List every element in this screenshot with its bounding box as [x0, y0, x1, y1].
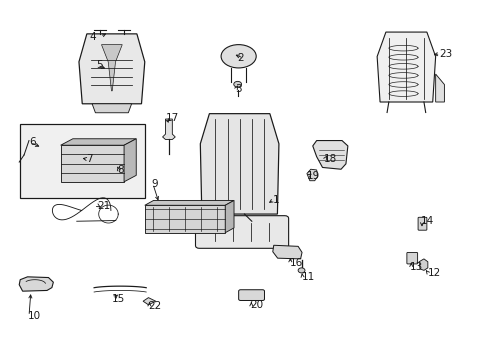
Text: 13: 13: [409, 262, 423, 272]
Polygon shape: [143, 298, 156, 305]
Ellipse shape: [221, 45, 256, 68]
Text: 22: 22: [148, 301, 162, 311]
FancyBboxPatch shape: [417, 217, 426, 230]
Text: 21: 21: [97, 201, 110, 211]
Circle shape: [298, 268, 305, 273]
Bar: [20, 125, 144, 198]
Polygon shape: [312, 140, 347, 169]
Text: 18: 18: [323, 154, 336, 164]
Text: 19: 19: [306, 171, 320, 181]
Polygon shape: [102, 45, 122, 91]
FancyBboxPatch shape: [406, 252, 417, 264]
Text: 6: 6: [29, 138, 36, 147]
Text: 10: 10: [27, 311, 41, 321]
Polygon shape: [272, 245, 302, 259]
Polygon shape: [306, 169, 317, 181]
Polygon shape: [92, 104, 131, 113]
Text: 5: 5: [96, 60, 102, 70]
Text: 8: 8: [118, 165, 124, 175]
Polygon shape: [225, 201, 234, 233]
Text: 1: 1: [272, 195, 279, 205]
Text: 2: 2: [237, 53, 244, 63]
Polygon shape: [79, 34, 144, 104]
Text: 4: 4: [89, 32, 96, 41]
Circle shape: [233, 81, 241, 87]
Polygon shape: [435, 74, 444, 102]
Polygon shape: [61, 139, 136, 145]
Text: 11: 11: [301, 272, 314, 282]
Text: 20: 20: [250, 300, 263, 310]
Text: 14: 14: [420, 216, 433, 226]
Text: 3: 3: [234, 84, 241, 94]
FancyBboxPatch shape: [195, 216, 288, 248]
Text: 15: 15: [112, 294, 125, 304]
Polygon shape: [124, 139, 136, 182]
Polygon shape: [144, 205, 225, 233]
Text: 23: 23: [439, 49, 452, 59]
Polygon shape: [200, 114, 278, 214]
Polygon shape: [144, 201, 234, 205]
Text: 17: 17: [165, 113, 179, 123]
Polygon shape: [162, 119, 175, 139]
FancyBboxPatch shape: [238, 290, 264, 301]
Polygon shape: [418, 259, 427, 270]
Text: 9: 9: [152, 179, 158, 189]
Polygon shape: [376, 32, 435, 102]
Text: 7: 7: [86, 154, 92, 164]
Polygon shape: [61, 145, 124, 182]
Text: 16: 16: [289, 258, 302, 268]
Text: 12: 12: [427, 268, 440, 278]
Polygon shape: [19, 277, 53, 291]
